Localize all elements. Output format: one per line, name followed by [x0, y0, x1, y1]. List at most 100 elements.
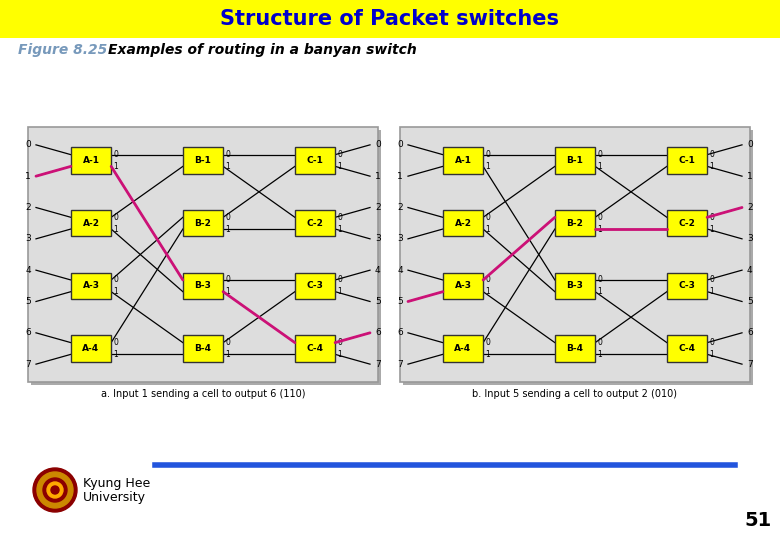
Text: Figure 8.25: Figure 8.25 [18, 43, 108, 57]
Text: A-2: A-2 [83, 219, 100, 228]
Text: A-4: A-4 [83, 344, 100, 353]
Text: B-3: B-3 [194, 281, 211, 291]
Text: 0: 0 [597, 338, 602, 347]
Text: 1: 1 [337, 350, 342, 359]
Text: b. Input 5 sending a cell to output 2 (010): b. Input 5 sending a cell to output 2 (0… [473, 389, 678, 399]
FancyBboxPatch shape [555, 335, 595, 362]
Circle shape [37, 472, 73, 508]
Circle shape [47, 482, 63, 498]
FancyBboxPatch shape [443, 147, 483, 174]
Text: 1: 1 [485, 287, 490, 296]
Text: A-1: A-1 [455, 156, 471, 165]
FancyBboxPatch shape [295, 273, 335, 299]
Bar [0, 0, 780, 38]
FancyBboxPatch shape [667, 335, 707, 362]
Text: B-2: B-2 [194, 219, 211, 228]
Text: 1: 1 [597, 225, 602, 233]
Text: 1: 1 [485, 225, 490, 233]
Text: 1: 1 [597, 162, 602, 171]
FancyBboxPatch shape [667, 210, 707, 237]
Text: C-2: C-2 [679, 219, 696, 228]
FancyBboxPatch shape [555, 147, 595, 174]
Text: 0: 0 [225, 150, 230, 159]
Text: 0: 0 [225, 275, 230, 285]
Text: 1: 1 [597, 287, 602, 296]
Text: 0: 0 [747, 140, 753, 150]
Text: 0: 0 [375, 140, 381, 150]
Text: 0: 0 [337, 213, 342, 222]
Text: 0: 0 [485, 150, 490, 159]
Text: 0: 0 [225, 213, 230, 222]
FancyBboxPatch shape [443, 273, 483, 299]
Text: 3: 3 [375, 234, 381, 244]
Text: A-1: A-1 [83, 156, 100, 165]
Text: B-4: B-4 [566, 344, 583, 353]
Text: 0: 0 [709, 150, 714, 159]
Text: 0: 0 [485, 213, 490, 222]
Text: 0: 0 [709, 275, 714, 285]
Text: 0: 0 [709, 338, 714, 347]
Text: 7: 7 [375, 360, 381, 369]
Text: A-4: A-4 [455, 344, 472, 353]
Text: 0: 0 [225, 338, 230, 347]
Text: 1: 1 [225, 225, 230, 233]
Text: 7: 7 [747, 360, 753, 369]
Text: B-3: B-3 [566, 281, 583, 291]
FancyBboxPatch shape [183, 335, 223, 362]
Circle shape [33, 468, 77, 512]
Text: 2: 2 [26, 203, 31, 212]
Text: 3: 3 [25, 234, 31, 244]
Text: C-2: C-2 [307, 219, 324, 228]
Text: C-4: C-4 [679, 344, 696, 353]
Text: 0: 0 [485, 338, 490, 347]
Text: 7: 7 [397, 360, 403, 369]
Text: 0: 0 [485, 275, 490, 285]
Text: 6: 6 [747, 328, 753, 338]
FancyBboxPatch shape [400, 127, 750, 382]
FancyBboxPatch shape [667, 147, 707, 174]
Text: B-2: B-2 [566, 219, 583, 228]
Text: A-3: A-3 [455, 281, 471, 291]
Text: Structure of Packet switches: Structure of Packet switches [221, 9, 559, 29]
Text: 0: 0 [597, 213, 602, 222]
FancyBboxPatch shape [555, 210, 595, 237]
Text: 0: 0 [113, 338, 118, 347]
Text: 1: 1 [709, 162, 714, 171]
FancyBboxPatch shape [443, 335, 483, 362]
Text: 0: 0 [337, 338, 342, 347]
Text: 0: 0 [113, 213, 118, 222]
Text: 5: 5 [375, 297, 381, 306]
FancyBboxPatch shape [31, 130, 381, 385]
Text: University: University [83, 491, 146, 504]
Text: 0: 0 [709, 213, 714, 222]
Circle shape [43, 478, 67, 502]
Text: B-1: B-1 [194, 156, 211, 165]
Text: 0: 0 [597, 150, 602, 159]
Text: 1: 1 [25, 172, 31, 181]
Text: 1: 1 [485, 350, 490, 359]
Text: C-3: C-3 [307, 281, 324, 291]
Text: A-2: A-2 [455, 219, 471, 228]
Text: 2: 2 [747, 203, 753, 212]
Text: 6: 6 [375, 328, 381, 338]
Text: 4: 4 [747, 266, 753, 275]
Text: C-3: C-3 [679, 281, 696, 291]
FancyBboxPatch shape [403, 130, 753, 385]
Text: 1: 1 [337, 225, 342, 233]
Text: B-4: B-4 [194, 344, 211, 353]
Text: 1: 1 [597, 350, 602, 359]
Text: 0: 0 [25, 140, 31, 150]
FancyBboxPatch shape [183, 273, 223, 299]
Text: 2: 2 [375, 203, 381, 212]
Text: C-4: C-4 [307, 344, 324, 353]
FancyBboxPatch shape [295, 210, 335, 237]
FancyBboxPatch shape [443, 210, 483, 237]
FancyBboxPatch shape [295, 147, 335, 174]
Text: 1: 1 [709, 350, 714, 359]
Text: 3: 3 [747, 234, 753, 244]
Text: 1: 1 [337, 287, 342, 296]
Text: 1: 1 [225, 350, 230, 359]
Text: 0: 0 [113, 150, 118, 159]
FancyBboxPatch shape [295, 335, 335, 362]
Text: a. Input 1 sending a cell to output 6 (110): a. Input 1 sending a cell to output 6 (1… [101, 389, 305, 399]
